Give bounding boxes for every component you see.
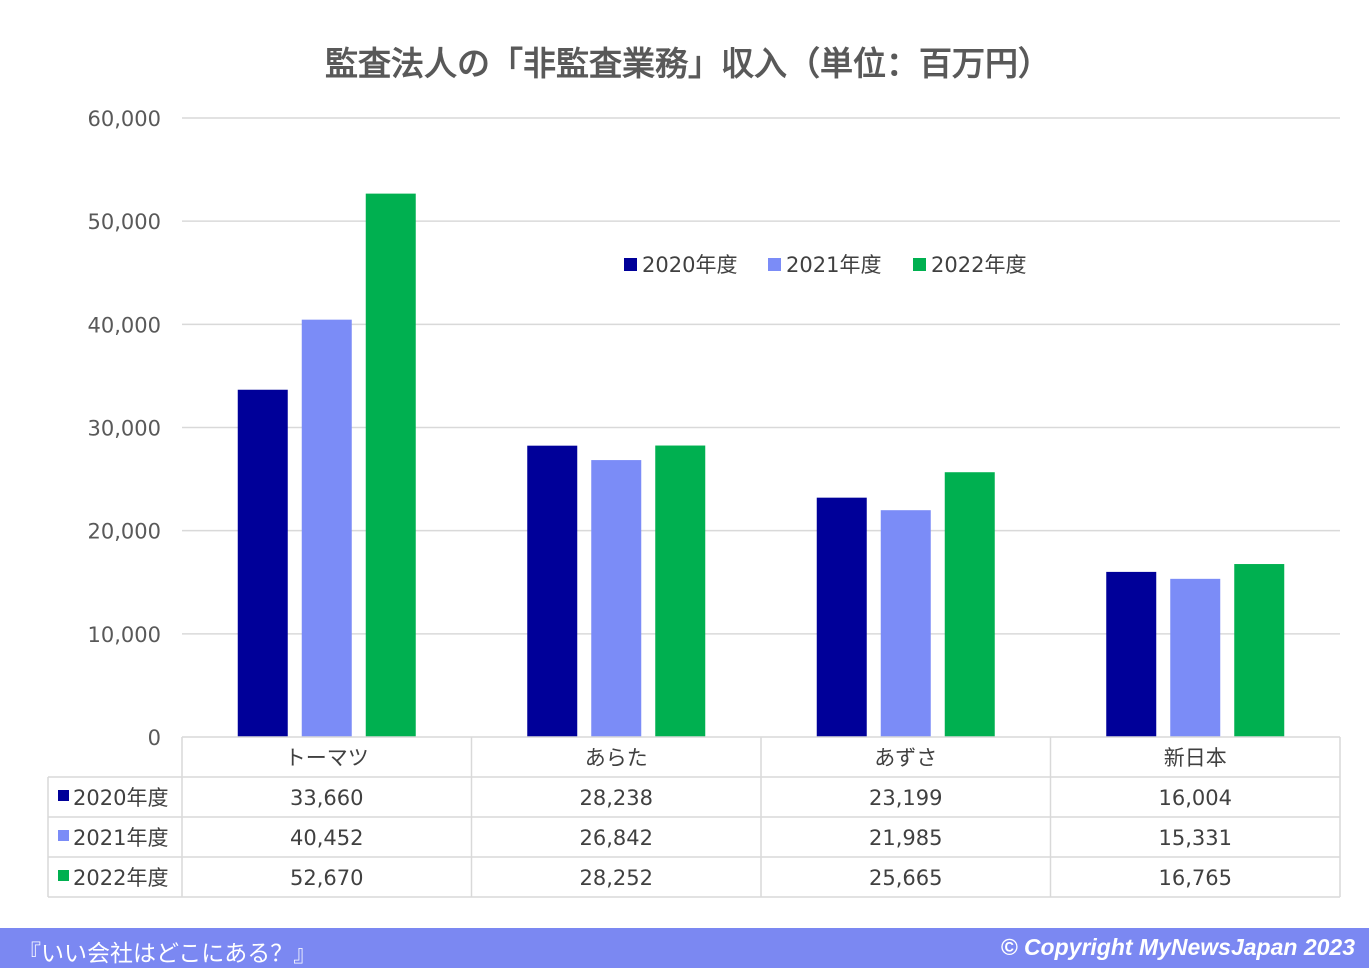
y-tick-label: 10,000 <box>88 623 161 647</box>
y-tick-label: 20,000 <box>88 520 161 544</box>
y-tick-label: 0 <box>148 726 161 750</box>
legend-label: 2020年度 <box>642 253 737 277</box>
y-tick-label: 50,000 <box>88 210 161 234</box>
table-value: 52,670 <box>290 866 363 890</box>
bar <box>591 460 642 737</box>
table-value: 28,252 <box>580 866 653 890</box>
footer-copyright: © Copyright MyNewsJapan 2023 <box>1000 934 1355 960</box>
table-value: 21,985 <box>869 826 942 850</box>
table-value: 28,238 <box>580 786 653 810</box>
footer-series-name: 『いい会社はどこにある？』 <box>18 941 317 967</box>
table-legend-key <box>58 830 69 841</box>
table-value: 16,765 <box>1159 866 1232 890</box>
x-category-label: あらた <box>585 746 648 770</box>
bar-chart: 監査法人の「非監査業務」収入（単位：百万円） 0 10,000 20,000 30,0… <box>47 44 1341 898</box>
legend-label: 2021年度 <box>786 253 881 277</box>
chart-title: 監査法人の「非監査業務」収入（単位：百万円） <box>325 44 1051 83</box>
bar <box>365 193 416 738</box>
bar <box>301 319 352 737</box>
legend-swatch <box>624 258 637 271</box>
table-value: 33,660 <box>290 786 363 810</box>
legend-label: 2022年度 <box>931 253 1026 277</box>
bar <box>527 445 578 737</box>
table-value: 25,665 <box>869 866 942 890</box>
table-legend-key <box>58 790 69 801</box>
data-table: トーマツ あらた あずさ 新日本 2020年度 33,660 28,238 23,199 16,… <box>47 736 1341 898</box>
y-tick-label: 30,000 <box>88 417 161 441</box>
y-tick-label: 60,000 <box>88 107 161 131</box>
x-category-label: あずさ <box>874 746 937 770</box>
table-value: 23,199 <box>869 786 942 810</box>
table-value: 16,004 <box>1159 786 1232 810</box>
bar <box>1106 571 1157 737</box>
bar <box>237 389 288 737</box>
legend: 2020年度 2021年度 2022年度 <box>624 253 1026 277</box>
bar <box>880 510 931 737</box>
footer-bar: 『いい会社はどこにある？』 © Copyright MyNewsJapan 20… <box>0 928 1369 968</box>
table-value: 15,331 <box>1159 826 1232 850</box>
table-series-label: 2020年度 <box>73 786 168 810</box>
legend-swatch <box>768 258 781 271</box>
bar <box>655 445 706 737</box>
bar <box>944 472 995 737</box>
y-tick-label: 40,000 <box>88 313 161 337</box>
legend-swatch <box>913 258 926 271</box>
x-category-label: トーマツ <box>285 746 369 770</box>
bars <box>237 193 1285 738</box>
bar <box>1234 564 1285 737</box>
bar <box>816 497 867 737</box>
table-value: 40,452 <box>290 826 363 850</box>
table-series-label: 2021年度 <box>73 826 168 850</box>
table-series-label: 2022年度 <box>73 866 168 890</box>
x-category-label: 新日本 <box>1164 746 1227 770</box>
bar <box>1170 578 1221 737</box>
y-axis-ticks: 0 10,000 20,000 30,000 40,000 50,000 60,000 <box>88 107 161 750</box>
table-legend-key <box>58 870 69 881</box>
table-value: 26,842 <box>580 826 653 850</box>
gridlines <box>182 117 1340 635</box>
